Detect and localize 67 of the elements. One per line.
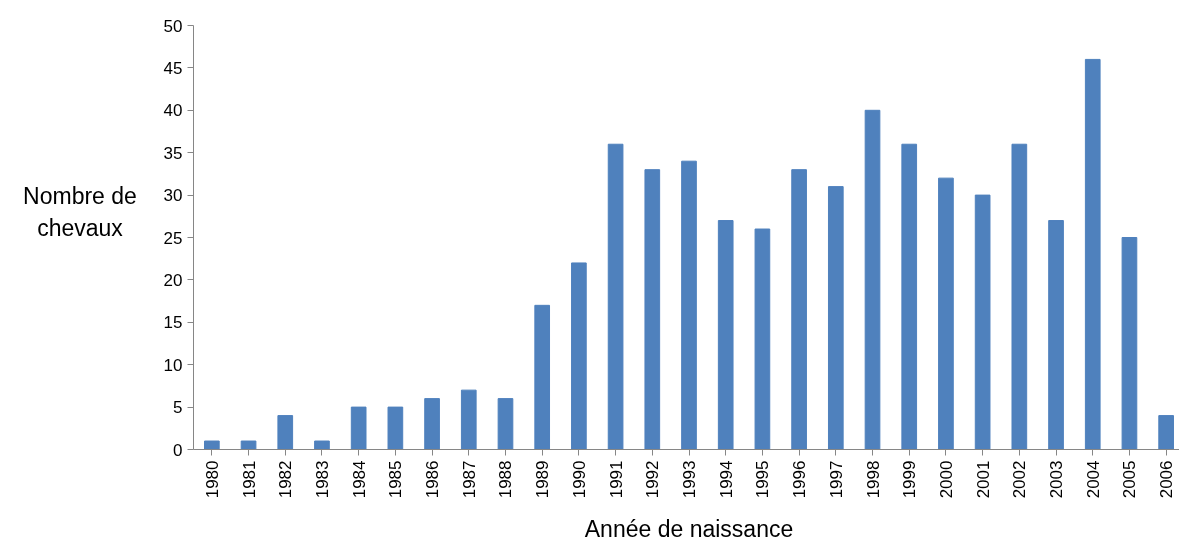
y-tick-label: 40 [163, 101, 183, 121]
y-tick-label: 5 [173, 398, 183, 418]
x-tick-label: 1994 [716, 460, 736, 499]
x-tick-label: 1990 [569, 460, 589, 499]
bar [424, 398, 440, 450]
y-tick-label: 35 [163, 143, 183, 163]
bar [938, 177, 954, 450]
x-tick-label: 2000 [936, 460, 956, 499]
bar [607, 143, 624, 450]
y-tick-label: 30 [163, 186, 183, 206]
x-tick-label: 1995 [753, 460, 773, 499]
bar [864, 109, 881, 450]
y-axis-title: Nombre de chevaux [22, 182, 138, 244]
x-tick-label: 2005 [1120, 460, 1140, 499]
bar [1121, 237, 1138, 450]
x-tick-label: 1984 [349, 460, 369, 499]
x-tick-label: 1985 [386, 460, 406, 499]
bar [827, 186, 844, 450]
bar [460, 389, 477, 450]
x-tick-label: 2006 [1157, 460, 1177, 499]
x-tick-label: 2001 [973, 460, 993, 499]
bar [277, 415, 294, 450]
bar [791, 169, 807, 450]
x-tick-label: 1989 [533, 460, 553, 499]
x-tick-label: 1991 [606, 460, 626, 499]
x-tick-label: 1998 [863, 460, 883, 499]
bar [1048, 220, 1064, 450]
bar [497, 398, 514, 450]
x-tick-label: 1999 [900, 460, 920, 499]
bar [1158, 415, 1174, 450]
bar [974, 194, 991, 450]
y-tick-label: 25 [163, 228, 183, 248]
x-tick-label: 1986 [423, 460, 443, 499]
x-tick-label: 1992 [643, 460, 663, 499]
bar [387, 406, 404, 450]
y-tick-label: 45 [163, 58, 183, 78]
y-tick-label: 10 [163, 355, 183, 375]
y-tick-label: 15 [163, 313, 183, 333]
x-tick-label: 1997 [826, 460, 846, 499]
x-tick-label: 1987 [459, 460, 479, 499]
bar [901, 143, 918, 450]
y-tick-label: 0 [173, 440, 183, 460]
x-tick-label: 2004 [1083, 460, 1103, 499]
x-tick-label: 1981 [239, 460, 259, 499]
x-tick-label: 1982 [276, 460, 296, 499]
bar [571, 262, 587, 450]
bar [1084, 58, 1101, 450]
bar [717, 220, 734, 450]
x-tick-label: 1993 [680, 460, 699, 499]
y-tick-label: 50 [163, 16, 183, 36]
bar [754, 228, 771, 450]
x-axis-title: Année de naissance [584, 516, 794, 543]
x-tick-label: 1996 [790, 460, 810, 499]
bar [1011, 143, 1028, 450]
x-tick-label: 1980 [202, 460, 222, 499]
bar [240, 440, 257, 450]
x-tick-label: 1988 [496, 460, 516, 499]
bar [204, 440, 220, 450]
bar [350, 406, 367, 450]
bar [681, 160, 697, 450]
x-tick-label: 2002 [1010, 460, 1030, 499]
x-tick-label: 2003 [1047, 460, 1067, 499]
x-tick-label: 1983 [312, 460, 332, 499]
bar [644, 169, 661, 450]
bar [314, 440, 330, 450]
bar [534, 304, 551, 450]
y-tick-label: 20 [163, 270, 183, 290]
